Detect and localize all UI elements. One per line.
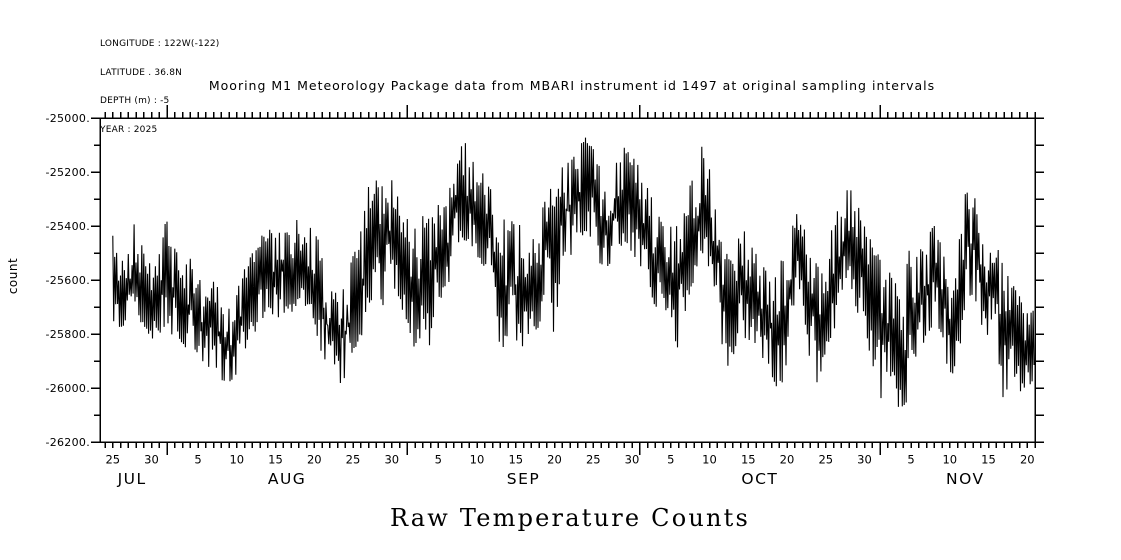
x-month-label: NOV [946, 470, 985, 488]
y-major-ticks-left [91, 117, 100, 443]
x-day-label: 15 [268, 453, 283, 467]
x-month-label: JUL [117, 470, 147, 488]
y-tick-label: -25800. [45, 328, 90, 341]
raw-count-line [112, 137, 1035, 407]
year-line: YEAR : 2025 [100, 124, 158, 135]
y-minor-ticks-left [94, 144, 100, 416]
x-day-label: 20 [547, 453, 562, 467]
x-day-label: 30 [144, 453, 159, 467]
x-day-label: 25 [346, 453, 361, 467]
axis-ticks [91, 105, 1044, 455]
y-tick-label: -25600. [45, 274, 90, 287]
x-day-label: 15 [981, 453, 996, 467]
latitude-line: LATITUDE . 36.8N [100, 67, 183, 78]
x-day-label: 25 [586, 453, 601, 467]
x-day-label: 25 [105, 453, 120, 467]
x-day-label: 10 [470, 453, 485, 467]
x-day-label: 20 [307, 453, 322, 467]
y-tick-label: -26000. [45, 382, 90, 395]
x-day-label: 10 [942, 453, 957, 467]
x-day-label: 20 [1020, 453, 1035, 467]
y-tick-label: -25200. [45, 166, 90, 179]
longitude-line: LONGITUDE : 122W(-122) [100, 39, 220, 49]
metadata-block: LONGITUDE : 122W(-122) LATITUDE . 36.8N … [100, 21, 220, 154]
x-day-label: 5 [667, 453, 674, 467]
x-day-label: 30 [384, 453, 399, 467]
chart-title: Mooring M1 Meteorology Package data from… [208, 78, 936, 93]
plot-caption: Raw Temperature Counts [389, 504, 751, 532]
y-tick-label: -26200. [45, 436, 90, 449]
x-month-label: AUG [268, 470, 306, 488]
x-day-label: 25 [818, 453, 833, 467]
x-day-label: 5 [435, 453, 442, 467]
x-month-label: OCT [741, 470, 778, 488]
x-day-label: 10 [702, 453, 717, 467]
y-axis-title: count [6, 258, 20, 294]
y-tick-label: -25000. [45, 112, 90, 125]
x-day-label: 10 [229, 453, 244, 467]
axis-tick-labels: -25000. -25200. -25400. -25600. -25800. -2600… [45, 112, 1034, 488]
x-month-label: SEP [507, 470, 540, 488]
y-ticks-right [1035, 117, 1044, 443]
x-day-label: 5 [194, 453, 201, 467]
temperature-trace [112, 137, 1035, 407]
x-day-label: 30 [625, 453, 640, 467]
x-day-label: 5 [907, 453, 914, 467]
x-day-ticks [104, 112, 1036, 448]
x-day-label: 15 [508, 453, 523, 467]
depth-line: DEPTH (m) : -5 [100, 96, 170, 106]
y-tick-label: -25400. [45, 220, 90, 233]
x-month-ticks [166, 105, 881, 455]
x-day-label: 20 [780, 453, 795, 467]
x-day-label: 30 [857, 453, 872, 467]
x-day-label: 15 [741, 453, 756, 467]
